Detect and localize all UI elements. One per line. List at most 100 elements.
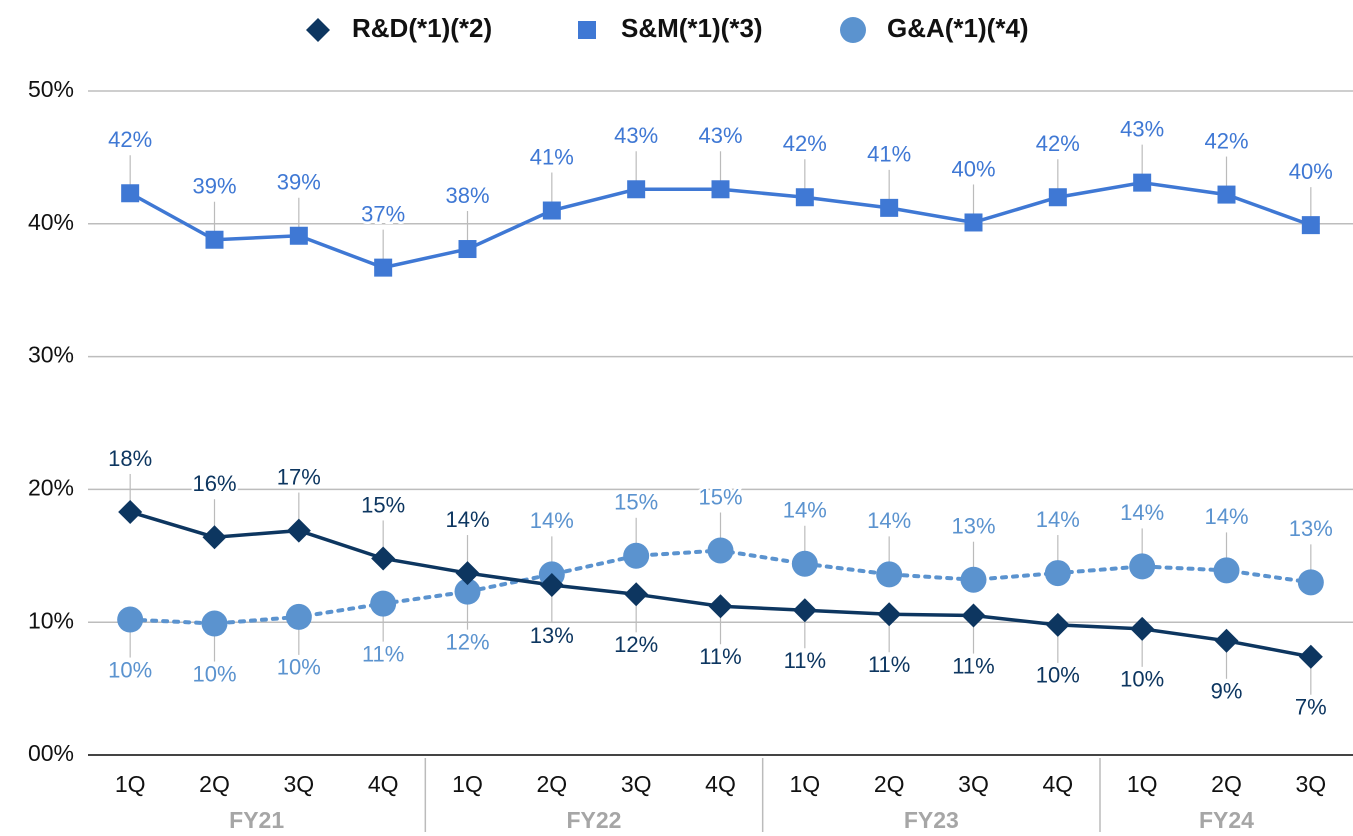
data-point (286, 518, 311, 543)
legend-marker (578, 21, 596, 39)
data-point (791, 550, 818, 577)
data-label: 42% (783, 131, 827, 156)
data-label: 14% (1120, 500, 1164, 525)
data-point (201, 610, 228, 637)
x-tick-label: 1Q (115, 771, 146, 797)
x-tick-label: 4Q (1042, 771, 1073, 797)
data-label: 7% (1295, 695, 1327, 720)
data-label: 14% (867, 508, 911, 533)
data-label: 40% (1289, 159, 1333, 184)
group-label: FY22 (567, 807, 622, 833)
y-tick-label: 50% (28, 76, 74, 102)
data-label: 16% (192, 471, 236, 496)
x-tick-label: 3Q (958, 771, 989, 797)
data-point (707, 537, 734, 564)
data-point (1045, 612, 1070, 637)
data-point (205, 230, 224, 249)
data-point (289, 226, 308, 245)
legend-label: G&A(*1)(*4) (887, 13, 1029, 43)
x-tick-label: 3Q (1295, 771, 1326, 797)
data-point (1214, 628, 1239, 653)
x-tick-label: 3Q (621, 771, 652, 797)
data-point (880, 198, 899, 217)
data-point (454, 578, 481, 605)
data-label: 12% (445, 629, 489, 654)
data-point (117, 606, 144, 633)
data-label: 11% (699, 644, 741, 669)
x-tick-label: 1Q (789, 771, 820, 797)
data-label: 42% (1204, 128, 1248, 153)
y-tick-label: 00% (28, 740, 74, 766)
data-label: 40% (951, 156, 995, 181)
data-point (877, 602, 902, 627)
y-tick-label: 30% (28, 342, 74, 368)
data-point (1129, 553, 1156, 580)
y-tick-label: 20% (28, 474, 74, 500)
data-point (374, 258, 393, 277)
legend-marker (840, 17, 866, 43)
data-label: 43% (1120, 116, 1164, 141)
data-point (1298, 644, 1323, 669)
data-label: 10% (277, 655, 321, 680)
data-label: 10% (1120, 667, 1164, 692)
data-label: 18% (108, 446, 152, 471)
data-point (624, 582, 649, 607)
data-point (539, 573, 564, 598)
x-tick-label: 4Q (705, 771, 736, 797)
data-label: 39% (277, 170, 321, 195)
data-point (964, 213, 983, 232)
data-point (876, 561, 903, 588)
data-label: 13% (530, 623, 574, 648)
data-point (285, 603, 312, 630)
data-label: 11% (868, 652, 910, 677)
data-label: 15% (698, 484, 742, 509)
data-label: 11% (362, 641, 404, 666)
data-point (711, 180, 730, 199)
data-point (1044, 560, 1071, 587)
data-label: 39% (192, 174, 236, 199)
data-label: 37% (361, 201, 405, 226)
group-label: FY24 (1199, 807, 1254, 833)
group-label: FY23 (904, 807, 959, 833)
data-point (708, 594, 733, 619)
data-label: 10% (1036, 663, 1080, 688)
x-tick-label: 2Q (199, 771, 230, 797)
data-point (455, 561, 480, 586)
data-point (1301, 216, 1320, 235)
y-tick-label: 10% (28, 607, 74, 633)
data-label: 14% (530, 508, 574, 533)
data-label: 38% (445, 183, 489, 208)
data-label: 41% (867, 142, 911, 167)
legend-label: S&M(*1)(*3) (621, 13, 763, 43)
data-label: 42% (1036, 131, 1080, 156)
data-point (623, 542, 650, 569)
y-tick-label: 40% (28, 209, 74, 235)
x-tick-label: 2Q (1211, 771, 1242, 797)
data-label: 13% (951, 514, 995, 539)
data-point (1130, 616, 1155, 641)
x-tick-label: 1Q (1127, 771, 1158, 797)
data-label: 11% (952, 653, 994, 678)
data-point (627, 180, 646, 199)
data-label: 9% (1211, 679, 1243, 704)
data-point (458, 240, 477, 259)
data-point (118, 499, 143, 524)
data-point (1048, 188, 1067, 207)
x-tick-label: 2Q (874, 771, 905, 797)
x-tick-label: 1Q (452, 771, 483, 797)
data-label: 10% (192, 661, 236, 686)
data-label: 43% (614, 123, 658, 148)
data-label: 15% (361, 492, 405, 517)
data-point (1297, 569, 1324, 596)
data-label: 43% (698, 123, 742, 148)
data-point (795, 188, 814, 207)
data-label: 11% (784, 648, 826, 673)
data-label: 15% (614, 490, 658, 515)
legend-label: R&D(*1)(*2) (352, 13, 492, 43)
data-label: 12% (614, 632, 658, 657)
data-label: 17% (277, 464, 321, 489)
data-point (121, 184, 140, 203)
data-label: 41% (530, 144, 574, 169)
data-point (371, 546, 396, 571)
